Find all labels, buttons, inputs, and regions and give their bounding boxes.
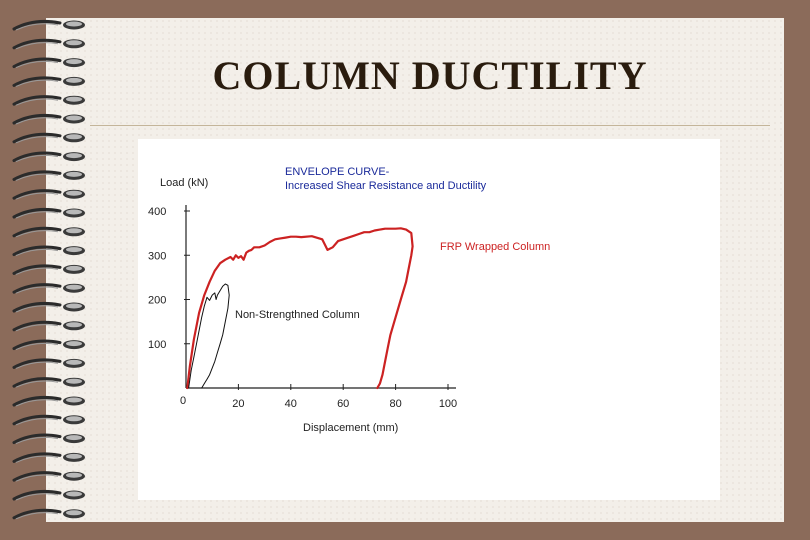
- spiral-binding: [12, 20, 85, 520]
- binding-ring: [12, 245, 85, 257]
- binding-ring: [12, 302, 85, 313]
- binding-ring: [12, 20, 85, 31]
- origin-label: 0: [180, 395, 186, 407]
- binding-ring: [12, 189, 85, 200]
- x-axis-label: Displacement (mm): [303, 422, 398, 434]
- binding-ring: [12, 433, 85, 445]
- series-frp-wrapped-line: [186, 227, 414, 390]
- binding-ring: [12, 151, 85, 163]
- binding-ring: [12, 396, 85, 407]
- x-tick-label: 40: [285, 398, 297, 410]
- binding-ring: [12, 114, 85, 125]
- y-tick-label: 300: [148, 250, 166, 262]
- binding-ring: [12, 508, 85, 520]
- binding-ring: [12, 414, 85, 426]
- binding-ring: [12, 226, 85, 238]
- series-non-strengthened-line: [188, 283, 230, 389]
- binding-ring: [12, 264, 85, 275]
- binding-ring: [12, 490, 85, 501]
- chart-panel: 20 40 60 80 100 100 200 300 400 ENVELOPE CURVE- …: [138, 139, 720, 500]
- binding-ring: [12, 452, 85, 463]
- binding-ring: [12, 358, 85, 369]
- x-tick-label: 60: [337, 398, 349, 410]
- binding-ring: [12, 170, 85, 181]
- y-tick-label: 400: [148, 206, 166, 218]
- binding-ring: [12, 38, 85, 50]
- legend-frp-wrapped: FRP Wrapped Column: [440, 241, 550, 253]
- binding-ring: [12, 377, 85, 388]
- binding-ring: [12, 320, 85, 332]
- y-axis-label: Load (kN): [160, 177, 208, 189]
- binding-ring: [12, 132, 85, 144]
- legend-non-strengthened: Non-Strengthned Column: [235, 309, 360, 321]
- binding-ring: [12, 95, 85, 106]
- binding-ring: [12, 471, 85, 482]
- chart-subtitle: Increased Shear Resistance and Ductility: [285, 180, 487, 192]
- binding-ring: [12, 283, 85, 294]
- slide-title: COLUMN DUCTILITY: [212, 53, 648, 98]
- binding-ring: [12, 57, 85, 69]
- binding-ring: [12, 208, 85, 219]
- x-tick-label: 80: [389, 398, 401, 410]
- title-divider: [90, 125, 770, 126]
- y-tick-label: 100: [148, 339, 166, 351]
- binding-ring: [12, 76, 85, 87]
- y-tick-label: 200: [148, 295, 166, 307]
- chart-title: ENVELOPE CURVE-: [285, 166, 390, 178]
- x-tick-label: 20: [232, 398, 244, 410]
- binding-ring: [12, 339, 85, 351]
- x-tick-label: 100: [439, 398, 457, 410]
